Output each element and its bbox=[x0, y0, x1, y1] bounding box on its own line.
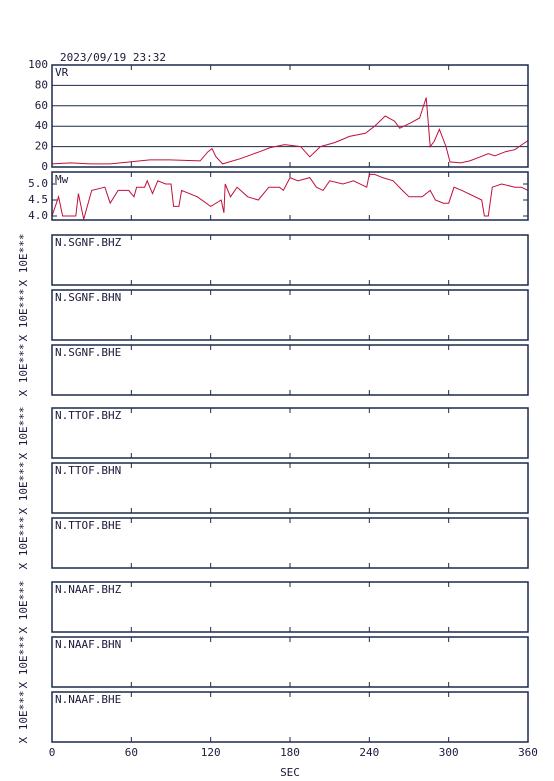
trace-label: N.TTOF.BHE bbox=[55, 519, 121, 532]
trace-label: N.NAAF.BHE bbox=[55, 693, 121, 706]
series-label: VR bbox=[55, 66, 69, 79]
y-tick-label: 100 bbox=[28, 58, 48, 71]
y-axis-label: X 10E*** bbox=[17, 407, 30, 460]
trace-label: N.TTOF.BHN bbox=[55, 464, 121, 477]
trace-label: N.SGNF.BHN bbox=[55, 291, 121, 304]
trace-label: N.TTOF.BHZ bbox=[55, 409, 122, 422]
y-axis-label: X 10E*** bbox=[17, 581, 30, 634]
trace-panel bbox=[51, 581, 529, 633]
y-axis-label: X 10E*** bbox=[17, 691, 30, 744]
trace-panel bbox=[51, 289, 529, 341]
x-tick-label: 0 bbox=[49, 746, 56, 759]
y-axis-label: X 10E*** bbox=[17, 462, 30, 515]
trace-panel bbox=[51, 517, 529, 569]
y-tick-label: 20 bbox=[35, 140, 48, 153]
trace-panel bbox=[51, 234, 529, 286]
x-tick-label: 60 bbox=[125, 746, 138, 759]
trace-panel bbox=[51, 691, 529, 743]
chart-title: 2023/09/19 23:32 bbox=[60, 51, 166, 64]
trace-panel bbox=[51, 462, 529, 514]
trace-panel bbox=[51, 407, 529, 459]
panel-frame bbox=[51, 171, 529, 221]
x-axis-label: SEC bbox=[280, 766, 300, 779]
trace-label: N.SGNF.BHZ bbox=[55, 236, 122, 249]
y-axis-label: X 10E*** bbox=[17, 344, 30, 397]
panel-frame bbox=[51, 64, 529, 168]
x-tick-label: 240 bbox=[359, 746, 379, 759]
y-tick-label: 4.5 bbox=[28, 193, 48, 206]
y-axis-label: X 10E*** bbox=[17, 517, 30, 570]
trace-panel bbox=[51, 636, 529, 688]
y-tick-label: 5.0 bbox=[28, 177, 48, 190]
series-line bbox=[51, 173, 529, 220]
y-tick-label: 0 bbox=[41, 160, 48, 173]
series-line bbox=[51, 97, 529, 165]
y-tick-label: 60 bbox=[35, 99, 48, 112]
y-axis-label: X 10E*** bbox=[17, 636, 30, 689]
x-tick-label: 120 bbox=[201, 746, 221, 759]
trace-panel bbox=[51, 344, 529, 396]
trace-label: N.NAAF.BHN bbox=[55, 638, 121, 651]
y-tick-label: 80 bbox=[35, 78, 48, 91]
trace-label: N.SGNF.BHE bbox=[55, 346, 121, 359]
trace-label: N.NAAF.BHZ bbox=[55, 583, 122, 596]
x-tick-label: 360 bbox=[518, 746, 538, 759]
x-tick-label: 300 bbox=[439, 746, 459, 759]
y-tick-label: 4.0 bbox=[28, 209, 48, 222]
y-tick-label: 40 bbox=[35, 119, 48, 132]
y-axis-label: X 10E*** bbox=[17, 234, 30, 287]
series-label: Mw bbox=[55, 173, 69, 186]
x-tick-label: 180 bbox=[280, 746, 300, 759]
y-axis-label: X 10E*** bbox=[17, 289, 30, 342]
